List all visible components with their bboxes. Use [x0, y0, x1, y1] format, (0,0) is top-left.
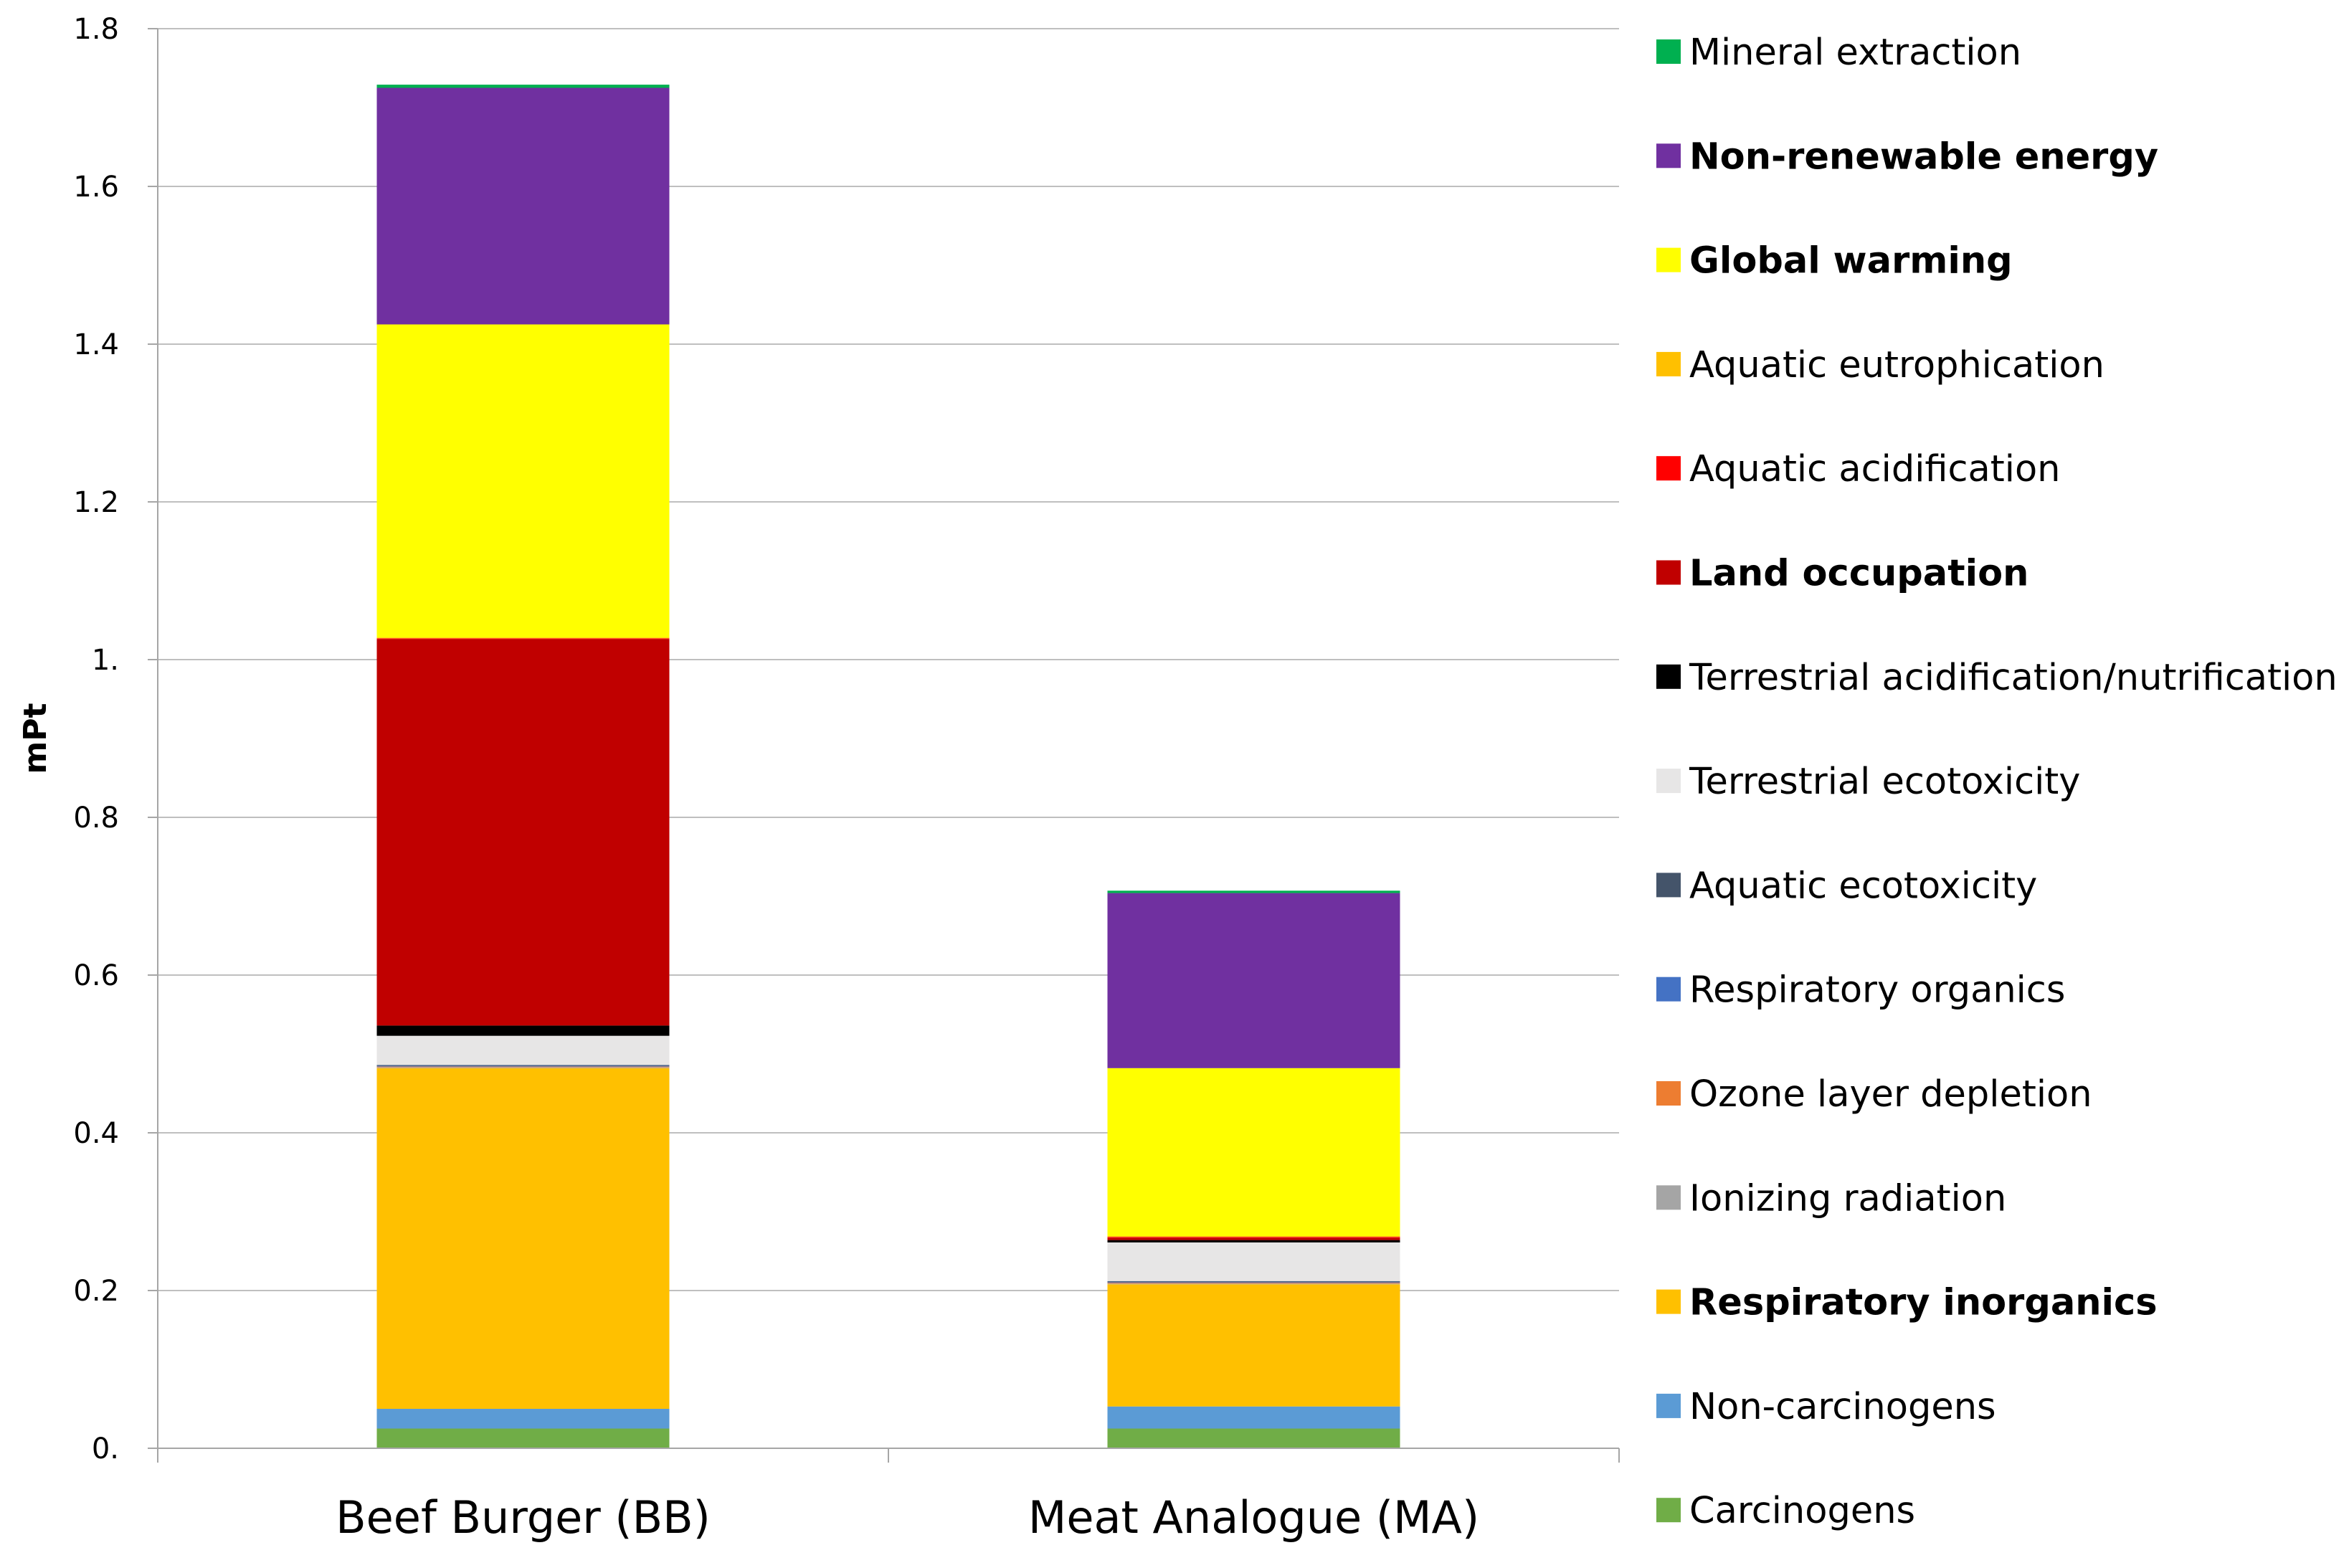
legend-label: Carcinogens — [1689, 1490, 1915, 1532]
bar-segment — [376, 638, 670, 640]
bar-segment — [376, 1066, 670, 1068]
bar-segment — [1107, 1068, 1400, 1237]
legend-label: Terrestrial ecotoxicity — [1689, 761, 2081, 803]
legend-swatch — [1656, 769, 1681, 794]
y-tick-label: 0.2 — [73, 1275, 119, 1308]
bar-segment — [376, 87, 670, 325]
legend-label: Non-carcinogens — [1689, 1386, 1996, 1428]
legend-label: Land occupation — [1689, 553, 2028, 595]
y-axis-title: mPt — [17, 703, 54, 774]
legend: Mineral extraction Non-renewable energy Gl… — [1656, 32, 2338, 1532]
bar-segment — [376, 637, 670, 639]
bar-segment — [376, 1025, 670, 1036]
bar-segment — [376, 639, 670, 1026]
bar-segment — [376, 1409, 670, 1429]
legend-label: Respiratory organics — [1689, 969, 2065, 1012]
bar-segment — [376, 1065, 670, 1067]
legend-swatch — [1656, 1393, 1681, 1418]
legend-label: Ionizing radiation — [1689, 1177, 2006, 1220]
bar-segment — [376, 1068, 670, 1409]
bar-segment — [376, 324, 670, 638]
bars — [376, 85, 1400, 1448]
x-category-label: Beef Burger (BB) — [336, 1491, 711, 1544]
y-tick-label: 1.4 — [73, 328, 119, 361]
bar-segment — [1107, 1237, 1400, 1240]
bar-segment — [376, 85, 670, 88]
y-tick-label: 0.6 — [73, 959, 119, 992]
bar-segment — [1107, 1406, 1400, 1429]
x-category-label: Meat Analogue (MA) — [1028, 1491, 1479, 1544]
y-tick-label: 1. — [92, 644, 119, 677]
legend-label: Aquatic eutrophication — [1689, 344, 2104, 386]
bar-segment — [1107, 1280, 1400, 1282]
bar-segment — [1107, 890, 1400, 893]
legend-swatch — [1656, 1289, 1681, 1314]
legend-swatch — [1656, 873, 1681, 898]
legend-swatch — [1656, 560, 1681, 585]
bar-segment — [1107, 893, 1400, 1068]
bar-segment — [1107, 1242, 1400, 1281]
legend-swatch — [1656, 351, 1681, 376]
y-tick-label: 1.8 — [73, 13, 119, 46]
bar-segment — [1107, 1283, 1400, 1285]
legend-swatch — [1656, 1498, 1681, 1523]
y-tick-label: 1.6 — [73, 171, 119, 204]
bar-segment — [1107, 1428, 1400, 1448]
legend-label: Respiratory inorganics — [1689, 1282, 2158, 1324]
legend-swatch — [1656, 1185, 1681, 1210]
legend-label: Terrestrial acidification/nutrification — [1689, 657, 2338, 699]
y-tick-label: 0.4 — [73, 1117, 119, 1150]
legend-label: Aquatic ecotoxicity — [1689, 865, 2037, 907]
legend-label: Global warming — [1689, 240, 2013, 282]
legend-swatch — [1656, 143, 1681, 168]
legend-swatch — [1656, 1081, 1681, 1106]
legend-swatch — [1656, 664, 1681, 689]
bar-segment — [1107, 1240, 1400, 1242]
legend-label: Aquatic acidification — [1689, 448, 2060, 490]
y-tick-label: 1.2 — [73, 486, 119, 519]
axes: 0. 0.2 0.4 0.6 0.8 1. 1.2 1.4 1.6 1.8 Beef Burger … — [73, 13, 1620, 1544]
bar-segment — [1107, 1284, 1400, 1407]
bar-segment — [1107, 1281, 1400, 1283]
legend-swatch — [1656, 977, 1681, 1002]
legend-label: Ozone layer depletion — [1689, 1073, 2092, 1116]
y-tick-label: 0. — [92, 1432, 119, 1465]
bar-segment — [1107, 1236, 1400, 1237]
y-tick-label: 0.8 — [73, 802, 119, 835]
legend-swatch — [1656, 456, 1681, 481]
bar-segment — [376, 1428, 670, 1448]
legend-label: Mineral extraction — [1689, 32, 2021, 74]
legend-swatch — [1656, 247, 1681, 272]
legend-label: Non-renewable energy — [1689, 136, 2158, 178]
legend-swatch — [1656, 39, 1681, 64]
bar-segment — [376, 1035, 670, 1065]
